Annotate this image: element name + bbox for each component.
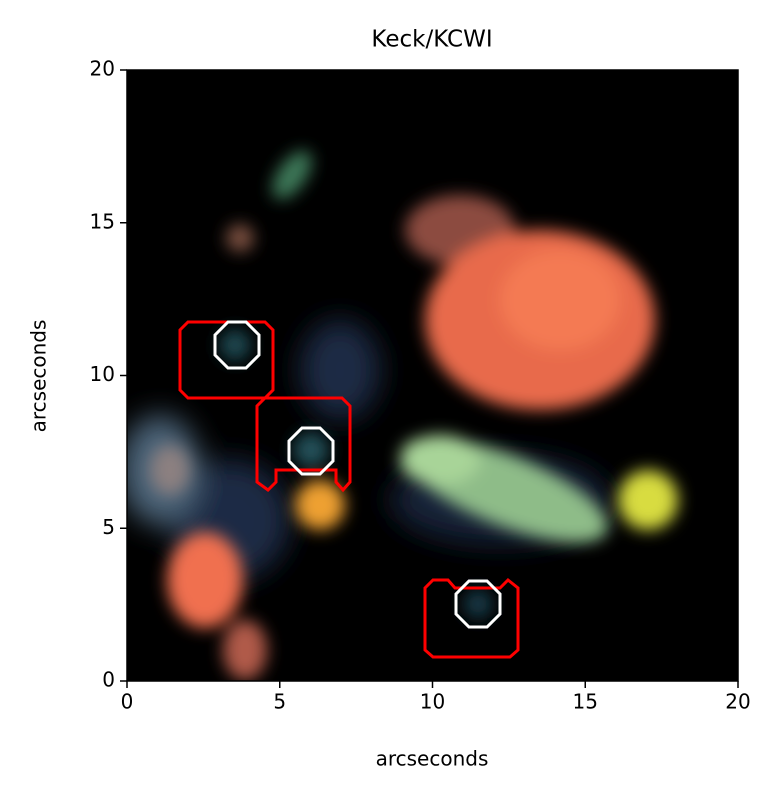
x-tick-label: 10 bbox=[420, 690, 445, 714]
y-tick-label: 5 bbox=[102, 515, 115, 539]
y-tick-label: 0 bbox=[102, 668, 115, 692]
contour bbox=[255, 396, 352, 493]
contours bbox=[178, 320, 520, 659]
chart-title: Keck/KCWI bbox=[371, 27, 492, 53]
sources bbox=[150, 150, 678, 680]
x-tick-label: 0 bbox=[121, 690, 134, 714]
y-tick-label: 20 bbox=[90, 57, 115, 81]
contour bbox=[213, 320, 261, 370]
contour bbox=[454, 579, 502, 629]
contour bbox=[287, 426, 335, 476]
x-tick-label: 5 bbox=[273, 690, 286, 714]
x-tick-label: 15 bbox=[573, 690, 598, 714]
contour bbox=[423, 577, 520, 659]
x-axis-label: arcseconds bbox=[376, 747, 489, 771]
y-axis-label: arcseconds bbox=[27, 320, 51, 433]
x-tick-label: 20 bbox=[725, 690, 750, 714]
y-tick-label: 10 bbox=[90, 362, 115, 386]
image bbox=[127, 70, 738, 681]
y-tick-label: 15 bbox=[90, 209, 115, 233]
